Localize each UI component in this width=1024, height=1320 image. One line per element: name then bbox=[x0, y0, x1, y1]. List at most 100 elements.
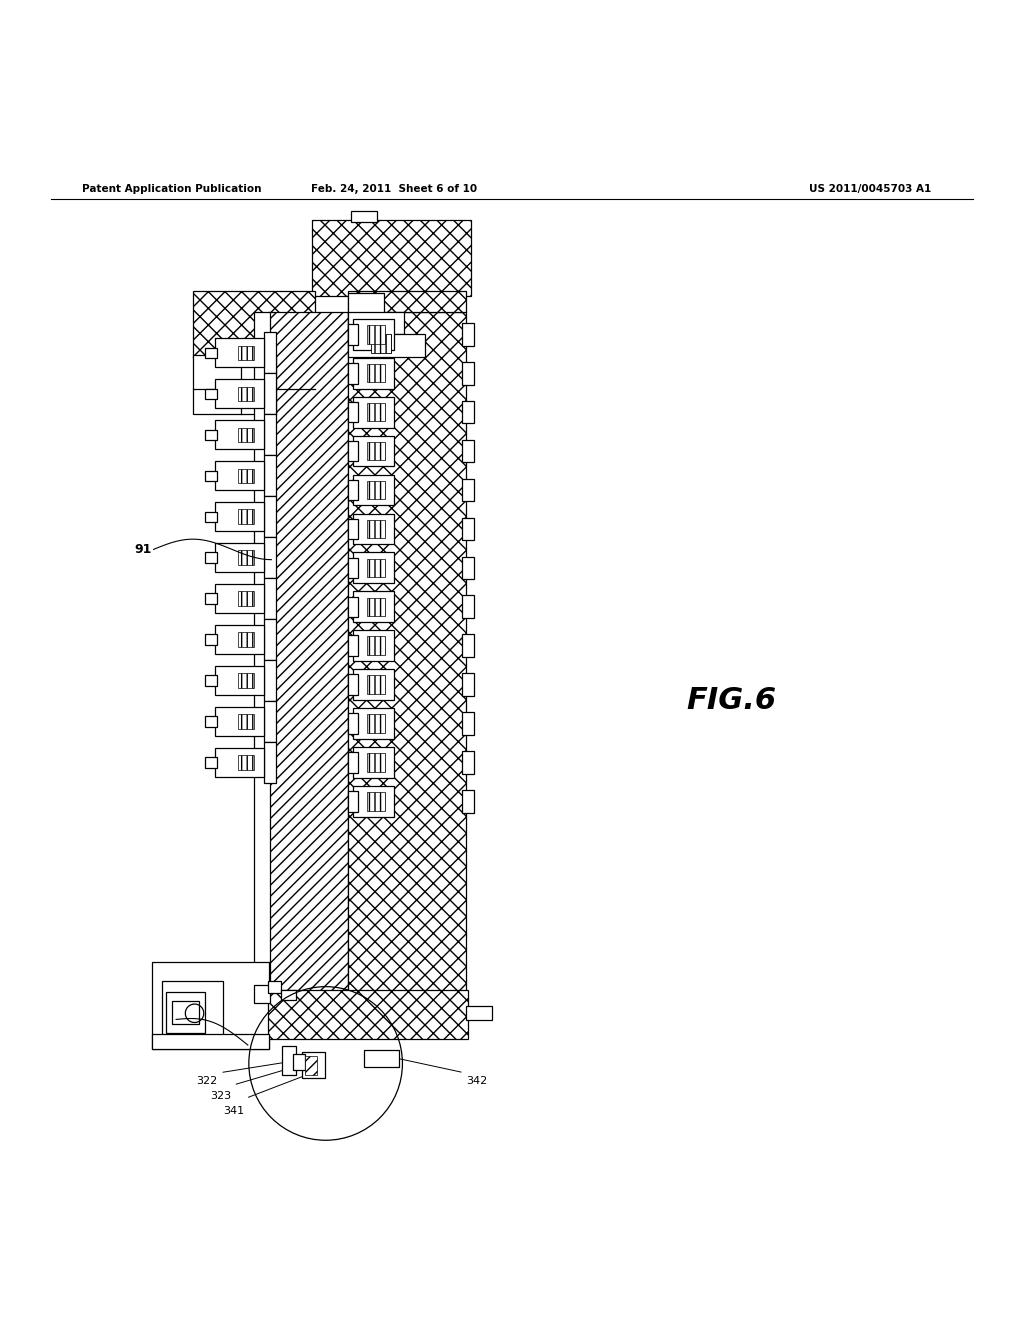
Bar bbox=[264, 496, 276, 537]
Bar bbox=[215, 503, 264, 531]
Bar bbox=[205, 347, 217, 358]
Bar bbox=[353, 708, 394, 739]
Bar bbox=[462, 557, 474, 579]
Bar bbox=[254, 312, 270, 993]
Bar bbox=[348, 293, 384, 314]
Bar bbox=[367, 676, 385, 694]
Bar bbox=[238, 714, 254, 729]
Bar bbox=[462, 751, 474, 774]
Bar bbox=[166, 991, 205, 1032]
Bar bbox=[367, 558, 385, 577]
Bar bbox=[353, 553, 394, 583]
Bar bbox=[215, 748, 264, 776]
Text: Patent Application Publication: Patent Application Publication bbox=[82, 183, 261, 194]
Bar bbox=[462, 440, 474, 462]
Bar bbox=[348, 479, 358, 500]
Bar bbox=[367, 364, 385, 383]
Bar bbox=[348, 675, 358, 694]
Bar bbox=[462, 362, 474, 384]
Bar bbox=[353, 631, 394, 661]
Bar bbox=[348, 791, 358, 812]
Bar bbox=[367, 480, 385, 499]
Bar bbox=[462, 479, 474, 502]
Bar bbox=[367, 403, 385, 421]
Text: Feb. 24, 2011  Sheet 6 of 10: Feb. 24, 2011 Sheet 6 of 10 bbox=[311, 183, 477, 194]
Bar bbox=[282, 1045, 296, 1074]
Bar bbox=[238, 591, 254, 606]
Bar bbox=[353, 319, 394, 350]
Bar bbox=[367, 520, 385, 539]
Bar bbox=[348, 334, 425, 356]
Bar bbox=[348, 635, 358, 656]
Bar bbox=[367, 754, 385, 772]
Bar bbox=[462, 595, 474, 618]
Bar bbox=[264, 578, 276, 619]
Bar bbox=[205, 594, 217, 603]
Bar bbox=[205, 429, 217, 440]
Bar bbox=[215, 379, 264, 408]
Bar bbox=[353, 475, 394, 506]
Bar bbox=[348, 312, 466, 993]
Bar bbox=[215, 708, 264, 735]
Bar bbox=[238, 632, 254, 647]
Bar bbox=[462, 673, 474, 696]
Bar bbox=[353, 436, 394, 466]
Text: 91: 91 bbox=[134, 543, 152, 556]
Bar bbox=[353, 513, 394, 544]
Bar bbox=[348, 363, 358, 384]
Bar bbox=[215, 462, 264, 490]
Bar bbox=[348, 441, 358, 462]
Bar bbox=[264, 374, 276, 414]
Bar bbox=[348, 519, 358, 539]
Bar bbox=[238, 550, 254, 565]
Bar bbox=[205, 512, 217, 521]
Bar bbox=[264, 414, 276, 455]
Bar bbox=[348, 325, 358, 345]
Bar bbox=[205, 676, 217, 685]
Bar bbox=[353, 669, 394, 700]
Bar bbox=[367, 636, 385, 655]
Text: 323: 323 bbox=[210, 1092, 231, 1101]
Bar bbox=[305, 1056, 317, 1074]
Bar bbox=[302, 1052, 325, 1078]
Bar bbox=[353, 747, 394, 777]
Bar bbox=[348, 312, 404, 334]
Text: US 2011/0045703 A1: US 2011/0045703 A1 bbox=[809, 183, 931, 194]
Bar bbox=[462, 323, 474, 346]
Bar bbox=[348, 403, 358, 422]
Bar bbox=[172, 1001, 199, 1023]
Bar bbox=[348, 557, 358, 578]
Bar bbox=[215, 544, 264, 572]
Bar bbox=[264, 742, 276, 783]
Bar bbox=[193, 292, 315, 358]
Bar bbox=[152, 962, 269, 1049]
Bar bbox=[348, 713, 358, 734]
Bar bbox=[205, 717, 217, 726]
Bar bbox=[162, 981, 223, 1036]
Bar bbox=[215, 626, 264, 653]
Bar bbox=[264, 660, 276, 701]
Bar bbox=[205, 470, 217, 480]
Bar bbox=[268, 312, 348, 993]
Bar bbox=[462, 791, 474, 813]
Bar bbox=[353, 397, 394, 428]
Bar bbox=[312, 219, 471, 297]
Bar bbox=[462, 517, 474, 540]
Bar bbox=[205, 635, 217, 644]
Text: FIG.6: FIG.6 bbox=[686, 686, 776, 715]
Bar bbox=[152, 1034, 269, 1049]
Bar bbox=[293, 1055, 305, 1069]
Bar bbox=[367, 714, 385, 733]
Bar bbox=[462, 401, 474, 424]
Text: 341: 341 bbox=[223, 1106, 245, 1117]
Bar bbox=[238, 510, 254, 524]
Bar bbox=[351, 211, 377, 222]
Bar bbox=[371, 334, 391, 352]
Bar bbox=[348, 597, 358, 616]
Bar bbox=[264, 455, 276, 496]
Bar bbox=[462, 635, 474, 657]
Bar bbox=[367, 442, 385, 461]
Bar bbox=[205, 553, 217, 562]
Bar bbox=[215, 667, 264, 694]
Bar bbox=[264, 537, 276, 578]
